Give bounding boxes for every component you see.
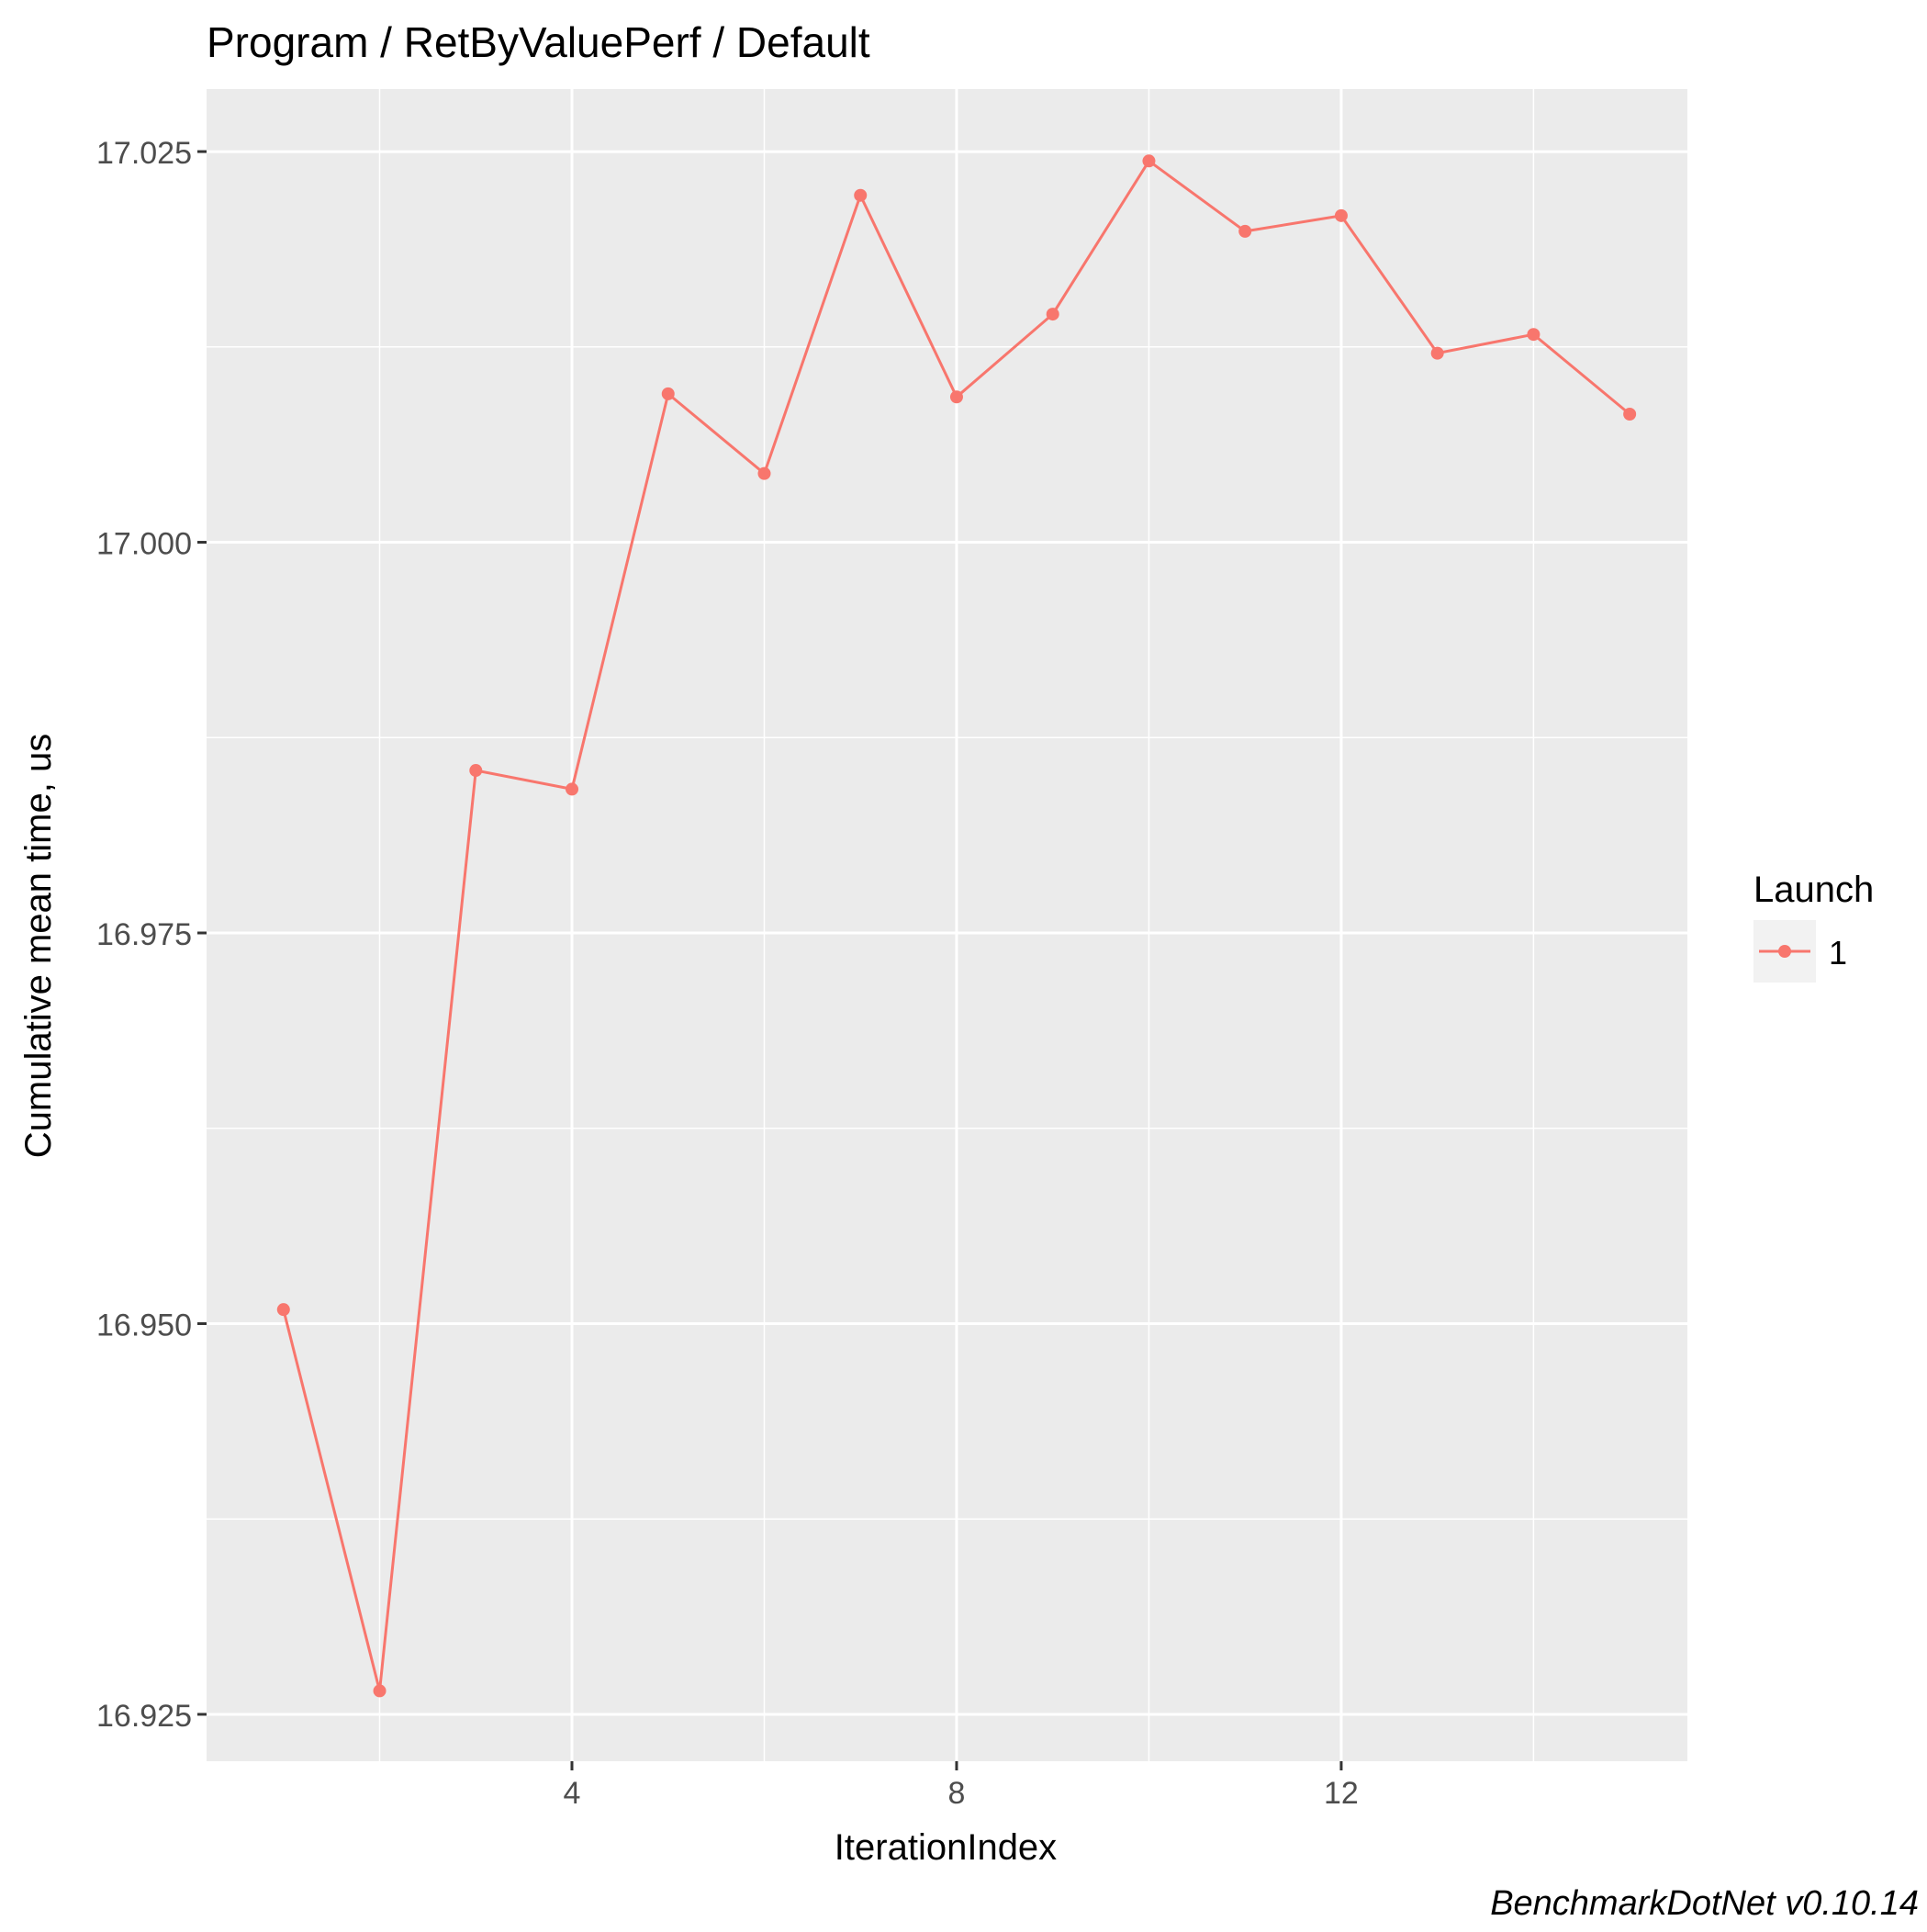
data-point (1623, 407, 1637, 421)
caption: BenchmarkDotNet v0.10.14 (1490, 1884, 1919, 1923)
data-point (1527, 328, 1540, 342)
y-tick-label: 16.950 (96, 1308, 192, 1342)
x-tick-label: 12 (1324, 1776, 1359, 1811)
data-point (1142, 154, 1156, 168)
data-point (1334, 208, 1348, 222)
grid-minor (207, 89, 1687, 1761)
data-point (469, 764, 483, 778)
x-axis-label: IterationIndex (835, 1827, 1057, 1868)
legend-entry-label: 1 (1829, 934, 1847, 972)
series-layer (276, 154, 1637, 1698)
chart-title: Program / RetByValuePerf / Default (207, 18, 870, 66)
y-axis-label: Cumulative mean time, us (18, 734, 59, 1158)
y-tick-label: 17.000 (96, 527, 192, 562)
legend-title: Launch (1753, 870, 1874, 910)
data-point (1430, 346, 1444, 360)
y-axis: 16.925 16.950 16.975 17.000 17.025 (96, 136, 207, 1734)
data-point (757, 466, 771, 480)
legend-key-point (1778, 945, 1791, 958)
x-axis: 4 8 12 (564, 1761, 1359, 1811)
x-tick-label: 8 (948, 1776, 966, 1811)
y-tick-label: 17.025 (96, 136, 192, 171)
data-point (1238, 224, 1252, 238)
data-point (949, 390, 963, 404)
data-point (566, 782, 579, 796)
y-tick-label: 16.975 (96, 917, 192, 952)
grid-major (207, 89, 1687, 1761)
data-point (854, 188, 868, 202)
legend: Launch 1 (1753, 870, 1874, 983)
x-tick-label: 4 (564, 1776, 581, 1811)
plot-panel (207, 89, 1687, 1761)
y-tick-label: 16.925 (96, 1699, 192, 1734)
data-point (1046, 308, 1059, 321)
data-point (373, 1684, 387, 1698)
data-point (661, 387, 675, 400)
data-point (276, 1303, 290, 1317)
